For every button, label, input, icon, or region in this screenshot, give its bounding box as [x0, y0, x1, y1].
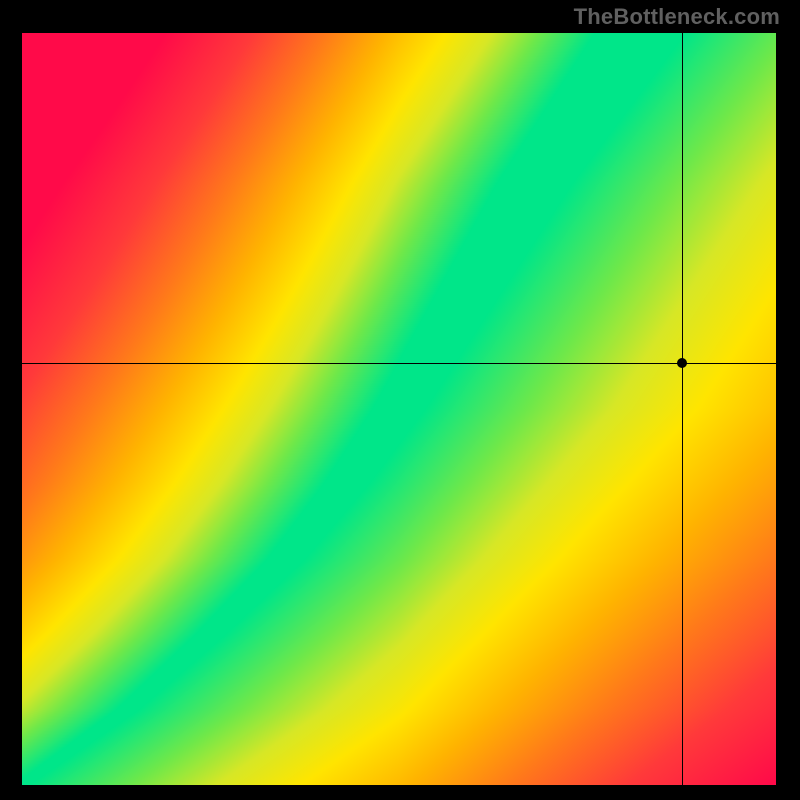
crosshair-horizontal: [22, 363, 776, 364]
heatmap-canvas: [22, 33, 776, 785]
page-root: TheBottleneck.com: [0, 0, 800, 800]
watermark-text: TheBottleneck.com: [574, 4, 780, 30]
crosshair-vertical: [682, 33, 683, 785]
crosshair-marker: [677, 358, 687, 368]
heatmap-frame: [22, 33, 776, 785]
